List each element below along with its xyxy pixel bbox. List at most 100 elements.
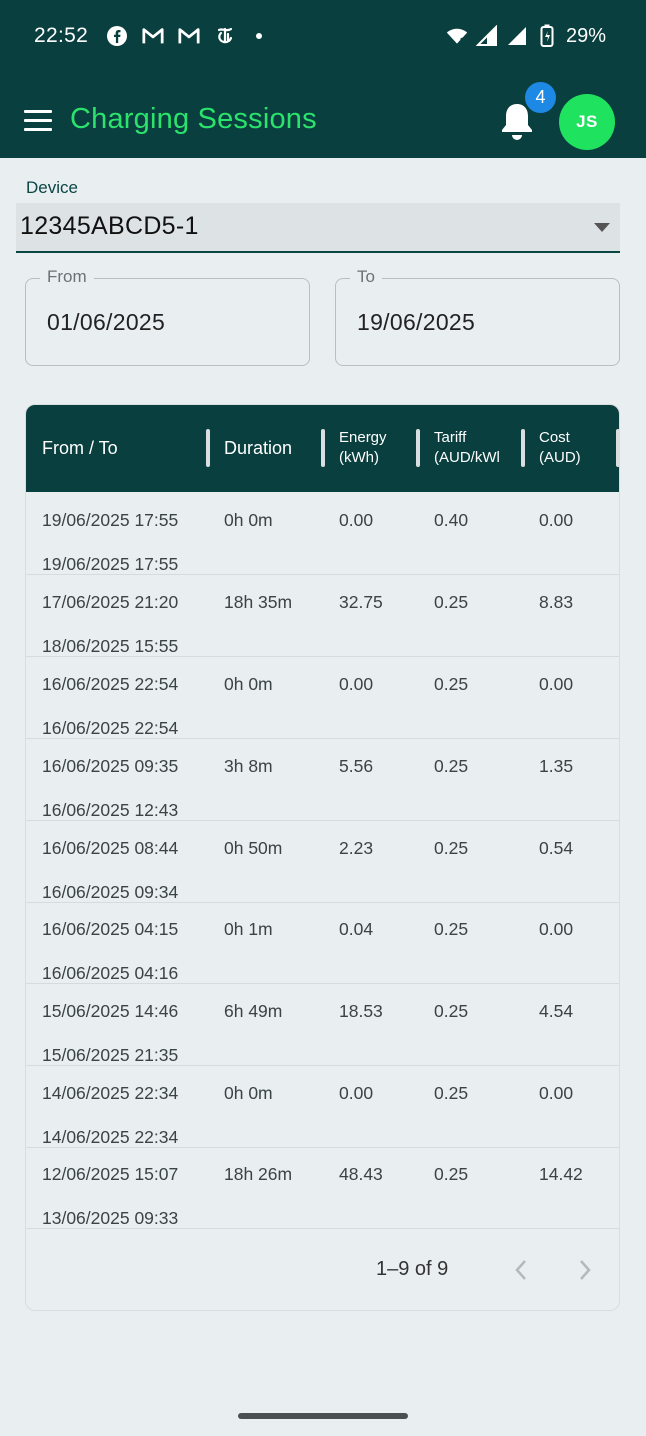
cell-energy: 5.56: [339, 756, 374, 776]
to-date-field[interactable]: To 19/06/2025: [335, 267, 620, 366]
notification-badge[interactable]: 4: [525, 82, 556, 113]
cell-energy: 0.00: [339, 510, 374, 530]
cell-energy: 0.00: [339, 1083, 374, 1103]
cell-to: 15/06/2025 21:35: [42, 1045, 179, 1065]
cell-tariff: 0.25: [434, 756, 469, 776]
cell-tariff: 0.25: [434, 919, 469, 939]
cell-duration: 0h 0m: [224, 510, 273, 530]
table-row[interactable]: 12/06/2025 15:07 13/06/2025 09:33 18h 26…: [26, 1147, 619, 1229]
cell-from: 17/06/2025 21:20: [42, 592, 179, 612]
cell-cost: 0.00: [539, 919, 574, 939]
cell-tariff: 0.40: [434, 510, 469, 530]
cell-to: 16/06/2025 12:43: [42, 800, 179, 820]
cell-energy: 48.43: [339, 1164, 383, 1184]
cell-duration: 0h 50m: [224, 838, 283, 858]
header-from-to[interactable]: From / To: [42, 438, 118, 458]
cell-to: 14/06/2025 22:34: [42, 1127, 179, 1147]
to-date-value: 19/06/2025: [357, 309, 476, 335]
cell-from: 16/06/2025 04:15: [42, 919, 179, 939]
cell-cost: 0.54: [539, 838, 574, 858]
cell-energy: 18.53: [339, 1001, 383, 1021]
gmail-icon: [142, 25, 164, 47]
table-row[interactable]: 16/06/2025 04:15 16/06/2025 04:16 0h 1m …: [26, 902, 619, 984]
column-resize-handle[interactable]: [206, 429, 210, 467]
cell-to: 16/06/2025 22:54: [42, 718, 179, 738]
header-cost-line1: Cost: [539, 429, 570, 446]
signal-icon: [506, 25, 528, 47]
cell-cost: 4.54: [539, 1001, 574, 1021]
facebook-icon: [106, 25, 128, 47]
header-cost-line2: (AUD): [539, 449, 581, 466]
table-row[interactable]: 14/06/2025 22:34 14/06/2025 22:34 0h 0m …: [26, 1066, 619, 1148]
nytimes-icon: [214, 25, 236, 47]
home-indicator[interactable]: [238, 1413, 408, 1419]
table-row[interactable]: 19/06/2025 17:55 19/06/2025 17:55 0h 0m …: [26, 493, 619, 575]
cell-from: 12/06/2025 15:07: [42, 1164, 179, 1184]
table-row[interactable]: 17/06/2025 21:20 18/06/2025 15:55 18h 35…: [26, 575, 619, 657]
signal-icon: [475, 25, 498, 47]
battery-icon: [536, 24, 558, 47]
gmail-icon: [178, 25, 200, 47]
column-resize-handle[interactable]: [321, 429, 325, 467]
cell-cost: 1.35: [539, 756, 574, 776]
cell-tariff: 0.25: [434, 592, 469, 612]
bell-icon[interactable]: [498, 100, 536, 144]
page-title: Charging Sessions: [70, 103, 317, 135]
sessions-table: From / To Duration Energy (kWh) Tariff (…: [25, 404, 620, 1311]
cell-duration: 0h 1m: [224, 919, 273, 939]
cell-energy: 0.04: [339, 919, 374, 939]
notification-dot: [256, 33, 263, 39]
header-cost[interactable]: Cost (AUD): [539, 428, 581, 468]
cell-energy: 2.23: [339, 838, 374, 858]
column-resize-handle[interactable]: [616, 429, 619, 467]
to-date-label: To: [350, 267, 382, 287]
device-value: 12345ABCD5-1: [20, 212, 199, 240]
cell-tariff: 0.25: [434, 674, 469, 694]
device-label: Device: [26, 178, 78, 197]
header-energy-line1: Energy: [339, 429, 387, 446]
cell-cost: 8.83: [539, 592, 574, 612]
column-resize-handle[interactable]: [416, 429, 420, 467]
avatar[interactable]: JS: [559, 94, 615, 150]
table-header: From / To Duration Energy (kWh) Tariff (…: [26, 405, 619, 492]
cell-tariff: 0.25: [434, 838, 469, 858]
column-resize-handle[interactable]: [521, 429, 525, 467]
table-row[interactable]: 16/06/2025 22:54 16/06/2025 22:54 0h 0m …: [26, 657, 619, 739]
cell-from: 16/06/2025 09:35: [42, 756, 179, 776]
menu-icon[interactable]: [24, 110, 52, 132]
cell-from: 14/06/2025 22:34: [42, 1083, 179, 1103]
status-bar: 22:52 29%: [0, 0, 646, 72]
cell-to: 18/06/2025 15:55: [42, 636, 179, 656]
cell-energy: 32.75: [339, 592, 383, 612]
app-bar: Charging Sessions 4 JS: [0, 72, 646, 158]
cell-from: 16/06/2025 22:54: [42, 674, 179, 694]
cell-to: 19/06/2025 17:55: [42, 554, 179, 574]
chevron-right-icon[interactable]: [575, 1258, 595, 1282]
cell-to: 13/06/2025 09:33: [42, 1208, 179, 1228]
dropdown-caret-icon: [594, 223, 610, 232]
cell-from: 15/06/2025 14:46: [42, 1001, 179, 1021]
cell-duration: 0h 0m: [224, 1083, 273, 1103]
table-row[interactable]: 16/06/2025 08:44 16/06/2025 09:34 0h 50m…: [26, 821, 619, 903]
cell-cost: 14.42: [539, 1164, 583, 1184]
header-tariff[interactable]: Tariff (AUD/kWl: [434, 428, 500, 468]
cell-duration: 18h 35m: [224, 592, 293, 612]
device-select[interactable]: 12345ABCD5-1: [16, 203, 620, 253]
cell-from: 16/06/2025 08:44: [42, 838, 179, 858]
cell-to: 16/06/2025 04:16: [42, 963, 179, 983]
header-energy[interactable]: Energy (kWh): [339, 428, 387, 468]
pagination-label: 1–9 of 9: [376, 1258, 449, 1280]
from-date-field[interactable]: From 01/06/2025: [25, 267, 310, 366]
status-time: 22:52: [34, 24, 89, 47]
cell-cost: 0.00: [539, 1083, 574, 1103]
header-tariff-line1: Tariff: [434, 429, 467, 446]
table-row[interactable]: 15/06/2025 14:46 15/06/2025 21:35 6h 49m…: [26, 984, 619, 1066]
cell-energy: 0.00: [339, 674, 374, 694]
header-tariff-line2: (AUD/kWl: [434, 449, 500, 466]
cell-duration: 18h 26m: [224, 1164, 293, 1184]
wifi-icon: [446, 25, 468, 47]
header-duration[interactable]: Duration: [224, 438, 293, 458]
cell-to: 16/06/2025 09:34: [42, 882, 179, 902]
table-row[interactable]: 16/06/2025 09:35 16/06/2025 12:43 3h 8m …: [26, 739, 619, 821]
chevron-left-icon[interactable]: [511, 1258, 531, 1282]
